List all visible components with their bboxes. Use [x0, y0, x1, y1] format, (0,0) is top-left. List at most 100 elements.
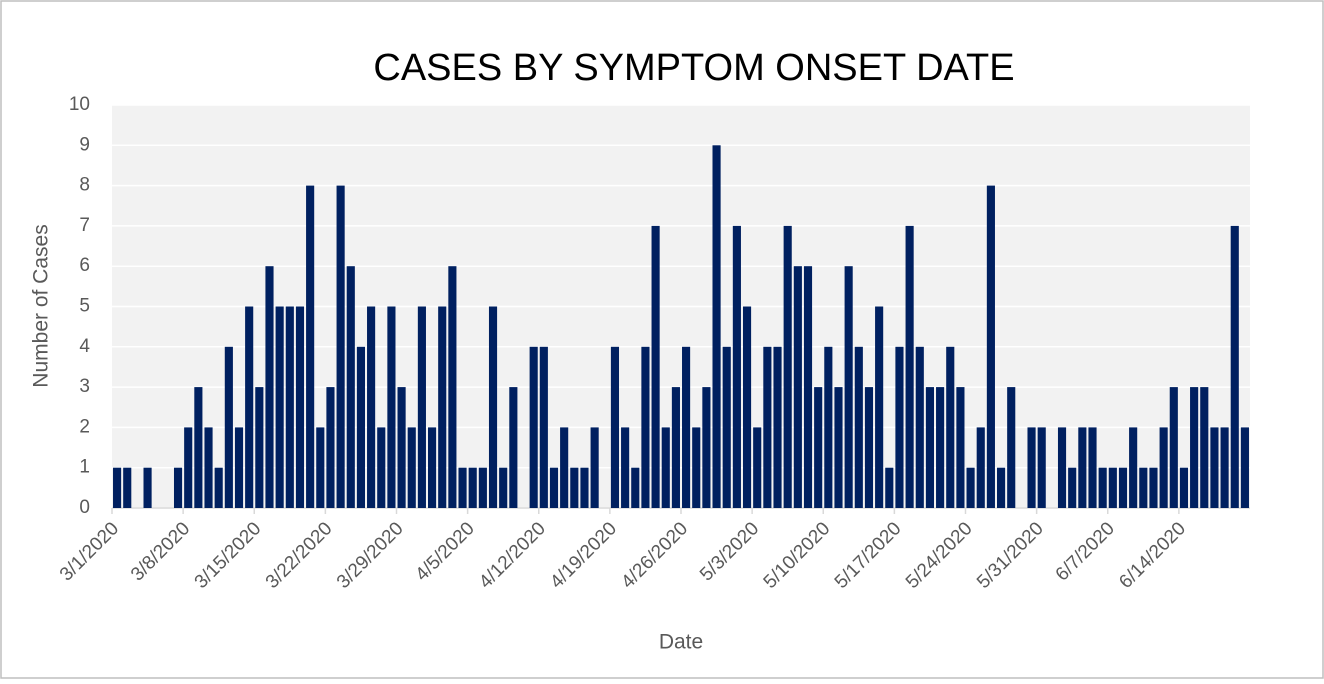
- bar: [1118, 467, 1128, 508]
- y-tick-label: 7: [79, 215, 90, 236]
- bar: [387, 306, 396, 508]
- bar: [468, 467, 477, 508]
- bar: [793, 266, 802, 508]
- bar: [956, 387, 965, 508]
- bar: [783, 225, 792, 508]
- bar: [936, 387, 945, 508]
- bar: [224, 346, 233, 508]
- bar: [1169, 387, 1178, 508]
- bar: [1200, 387, 1209, 508]
- bar: [336, 185, 345, 508]
- bar: [905, 225, 914, 508]
- bar: [184, 427, 193, 508]
- bar: [986, 185, 995, 508]
- bar: [234, 427, 244, 508]
- bar: [1159, 427, 1168, 508]
- y-tick-label: 1: [79, 457, 90, 478]
- bar: [1078, 427, 1087, 508]
- bar: [1129, 427, 1138, 508]
- bar: [1220, 427, 1229, 508]
- bar: [803, 266, 813, 508]
- bar: [570, 467, 579, 508]
- y-tick-label: 0: [79, 497, 90, 518]
- bar: [539, 346, 548, 508]
- bar: [834, 387, 843, 508]
- bar: [722, 346, 731, 508]
- bar: [509, 387, 518, 508]
- y-tick-label: 6: [79, 255, 90, 276]
- bar: [143, 467, 152, 508]
- bar: [265, 266, 274, 508]
- bar: [275, 306, 284, 508]
- bar: [346, 266, 355, 508]
- bar: [560, 427, 569, 508]
- y-tick-label: 2: [79, 416, 90, 437]
- bar: [326, 387, 335, 508]
- bar: [580, 467, 589, 508]
- bar: [824, 346, 833, 508]
- bar: [123, 467, 132, 508]
- bar: [1190, 387, 1199, 508]
- bar: [397, 387, 406, 508]
- bar: [854, 346, 863, 508]
- bar: [1108, 467, 1117, 508]
- y-tick-label: 10: [69, 94, 90, 115]
- bar: [204, 427, 213, 508]
- bar: [814, 387, 823, 508]
- bar: [732, 225, 741, 508]
- bar: [377, 427, 386, 508]
- bar: [844, 266, 853, 508]
- bar: [641, 346, 650, 508]
- bar: [1068, 467, 1077, 508]
- bar: [478, 467, 487, 508]
- bar: [549, 467, 559, 508]
- bar: [113, 467, 122, 508]
- bar: [885, 467, 894, 508]
- bar: [1179, 467, 1189, 508]
- bar: [773, 346, 782, 508]
- bar: [499, 467, 508, 508]
- bar: [976, 427, 985, 508]
- bar: [692, 427, 701, 508]
- bar: [1149, 467, 1158, 508]
- bar: [306, 185, 315, 508]
- bar: [651, 225, 660, 508]
- bar: [925, 387, 935, 508]
- y-tick-label: 9: [79, 134, 90, 155]
- bar: [610, 346, 620, 508]
- bar: [966, 467, 975, 508]
- bar: [458, 467, 467, 508]
- bar: [1037, 427, 1046, 508]
- y-tick-label: 4: [79, 336, 90, 357]
- bar: [742, 306, 752, 508]
- bar: [631, 467, 640, 508]
- bar: [875, 306, 884, 508]
- bar: [245, 306, 254, 508]
- bar: [915, 346, 924, 508]
- bar: [661, 427, 670, 508]
- bar: [173, 467, 183, 508]
- bar: [702, 387, 711, 508]
- bar: [621, 427, 630, 508]
- y-tick-label: 8: [79, 175, 90, 196]
- bar: [356, 346, 366, 508]
- bar: [316, 427, 325, 508]
- bar: [1098, 467, 1107, 508]
- bar: [1230, 225, 1239, 508]
- bar: [407, 427, 416, 508]
- bar: [590, 427, 599, 508]
- bar: [996, 467, 1006, 508]
- bar: [417, 306, 426, 508]
- bar: [427, 427, 437, 508]
- bar: [682, 346, 691, 508]
- bar: [1088, 427, 1097, 508]
- bar: [285, 306, 294, 508]
- bar: [214, 467, 223, 508]
- y-tick-label: 3: [79, 376, 90, 397]
- bar: [1057, 427, 1067, 508]
- bar: [1240, 427, 1249, 508]
- bar: [671, 387, 680, 508]
- y-axis-label: Number of Cases: [30, 224, 53, 387]
- bar: [895, 346, 904, 508]
